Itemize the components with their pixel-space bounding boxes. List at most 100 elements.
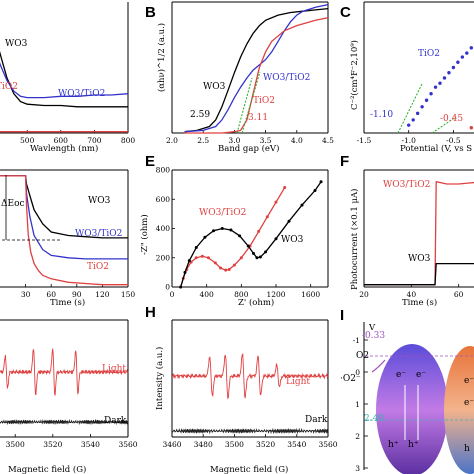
panel-d-label-wo3-tio2: WO3/TiO2: [75, 229, 122, 239]
data-point: [251, 251, 255, 255]
panel-3-xtick: 90: [72, 290, 82, 299]
panel-d-xlabel: Time (s): [50, 297, 85, 308]
panel-1-xtick: 2.0: [166, 136, 178, 145]
data-point: [229, 228, 233, 232]
data-point: [469, 46, 473, 50]
panel-a-label-wo3: WO3: [5, 39, 28, 49]
panel-b-label-tio2: TiO2: [253, 96, 275, 106]
panel-i-value-0-33: -0.33: [362, 331, 385, 341]
series-line-4-0: [180, 187, 286, 288]
panel-a-xlabel: Wavlength (nm): [30, 143, 98, 154]
epr-light-line: [0, 348, 129, 396]
data-point: [265, 215, 269, 219]
data-point: [469, 126, 473, 130]
series-line-0-0: [0, 50, 128, 108]
panel-f-ylabel: Photocurrent (×0.1 μA): [349, 189, 360, 290]
panel-3-xtick: 120: [95, 290, 110, 299]
data-point: [255, 256, 259, 260]
panel-4-xtick: 1600: [301, 290, 320, 299]
data-point: [220, 227, 224, 230]
svg-text:I: I: [340, 307, 344, 324]
data-point: [224, 268, 228, 272]
panel-e: E 0 400 800 1200 1600 0 200 400 600 800 Z' (ohm)…: [139, 153, 329, 308]
panel-i-e2: e⁻: [416, 370, 426, 380]
panel-d: 30 60 90 120 150 ΔEoc Time (s) WO3 WO3/TiO2 …: [0, 169, 136, 308]
panel-b-ylabel: (αhν)^1/2 (a.u.): [156, 23, 167, 92]
series-line-0-2: [0, 130, 128, 133]
epr-dark-line: [171, 427, 329, 435]
panel-1-xtick: 3.0: [228, 136, 240, 145]
series-line-5-1: [364, 262, 474, 286]
panel-1-xtick: 4.5: [322, 136, 334, 145]
panel-0-xtick: 700: [87, 136, 102, 145]
panel-i-h3: h: [464, 444, 470, 454]
panel-d-label-wo3: WO3: [88, 196, 111, 206]
panel-c: C -1.5 -1.0 -0.5 Potential (V, vs S C⁻²(cm…: [340, 1, 474, 154]
data-point: [319, 180, 323, 184]
panel-7-xtick: 3520: [256, 440, 275, 449]
panel-i-h1: h⁺: [388, 440, 399, 450]
panel-2-xtick: -1.0: [401, 136, 416, 145]
panel-b-label-wo3-tio2: WO3/TiO2: [263, 73, 310, 83]
panel-a-label-tio2: TiO2: [0, 82, 18, 92]
panel-5-xtick: 60: [454, 290, 464, 299]
panel-g-label-dark: Dark: [104, 416, 127, 426]
panel-4-xtick: 800: [234, 290, 249, 299]
panel-e-xlabel: Z' (ohm): [238, 297, 274, 308]
data-point: [219, 266, 223, 270]
svg-text:C: C: [340, 4, 351, 21]
panel-f-label-wo3-tio2: WO3/TiO2: [383, 180, 430, 190]
panel-5-xtick: 20: [359, 290, 369, 299]
data-point: [313, 188, 317, 192]
panel-f-label-wo3: WO3: [408, 254, 431, 264]
wo3-particle: [376, 344, 448, 474]
panel-i-superoxide: ·O2⁻: [340, 374, 361, 384]
panel-i-ytick: 2: [355, 432, 360, 441]
series-line-3-2: [0, 175, 128, 286]
data-point: [283, 186, 287, 190]
data-point: [429, 92, 433, 96]
panel-i-h2: h⁺: [408, 440, 419, 450]
data-point: [239, 256, 243, 260]
panel-f-xlabel: Time (s): [402, 297, 437, 308]
panel-1-xtick: 3.5: [260, 136, 272, 145]
panel-4-xtick: 0: [170, 290, 175, 299]
panel-6-xtick: 3540: [81, 440, 100, 449]
panel-3-xtick: 30: [21, 290, 31, 299]
panel-i-ylabel: V: [368, 323, 376, 333]
panel-6-xtick: 3500: [6, 440, 25, 449]
panel-e-label-wo3: WO3: [281, 235, 304, 245]
panel-0-xtick: 500: [20, 136, 35, 145]
panel-g: 3500 3520 3540 3560 Magnetic field (G) Ligh…: [0, 319, 138, 474]
data-point: [287, 219, 291, 223]
data-point: [200, 254, 204, 258]
panel-c-value-1-10: -1.10: [370, 110, 393, 120]
panel-i-ytick: -1: [353, 336, 360, 345]
panel-b: B 2.0 2.5 3.0 3.5 4.0 4.5 Band gap (eV) (αhν)…: [145, 1, 334, 154]
panel-e-ytick: 0: [165, 283, 170, 292]
panel-i-e1: e⁻: [396, 370, 406, 380]
data-point: [438, 81, 442, 85]
svg-text:F: F: [340, 153, 349, 170]
panel-c-ylabel: C⁻²(cm⁴F⁻2,10⁹): [349, 40, 360, 110]
data-point: [257, 229, 261, 233]
panel-i-e3: e⁻: [464, 376, 474, 386]
data-point: [203, 235, 207, 239]
data-point: [451, 65, 456, 70]
svg-text:B: B: [145, 4, 156, 21]
panel-h-label-dark: Dark: [305, 415, 328, 425]
panel-e-ytick: 200: [156, 253, 171, 262]
panel-1-xtick: 4.0: [291, 136, 303, 145]
panel-i-value-2-40: 2.40: [364, 414, 384, 424]
data-point: [300, 203, 304, 207]
data-point: [465, 51, 469, 55]
data-point: [238, 234, 242, 238]
panel-6-xtick: 3560: [118, 440, 137, 449]
panel-3-xtick: 150: [121, 290, 136, 299]
data-point: [183, 270, 187, 274]
data-point: [411, 118, 415, 122]
panel-h-label-light: Light: [286, 377, 310, 387]
epr-dark-line: [0, 418, 129, 426]
data-point: [407, 123, 411, 127]
